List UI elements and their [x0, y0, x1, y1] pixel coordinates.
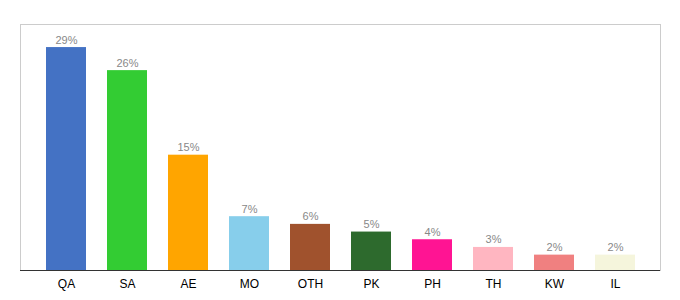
svg-text:6%: 6%: [303, 210, 319, 222]
svg-text:2%: 2%: [547, 241, 563, 253]
svg-text:3%: 3%: [486, 233, 502, 245]
svg-text:MO: MO: [240, 277, 259, 291]
svg-text:7%: 7%: [242, 203, 258, 215]
svg-text:AE: AE: [180, 277, 196, 291]
svg-text:15%: 15%: [177, 141, 199, 153]
svg-text:TH: TH: [486, 277, 502, 291]
svg-text:29%: 29%: [55, 34, 77, 46]
svg-text:SA: SA: [119, 277, 135, 291]
svg-text:PK: PK: [363, 277, 379, 291]
svg-text:4%: 4%: [425, 226, 441, 238]
svg-text:KW: KW: [545, 277, 565, 291]
svg-text:26%: 26%: [116, 57, 138, 69]
svg-text:IL: IL: [610, 277, 620, 291]
svg-text:2%: 2%: [608, 241, 624, 253]
svg-text:OTH: OTH: [298, 277, 323, 291]
svg-text:PH: PH: [424, 277, 441, 291]
svg-text:5%: 5%: [364, 218, 380, 230]
svg-text:QA: QA: [58, 277, 75, 291]
